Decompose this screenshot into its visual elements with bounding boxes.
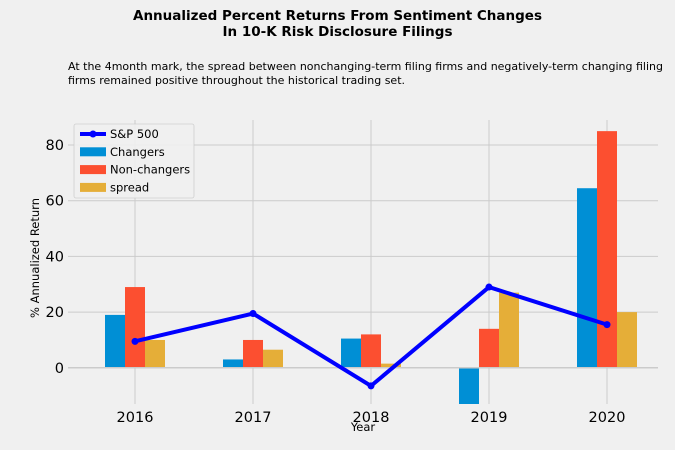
- x-axis-label: Year: [350, 420, 376, 434]
- x-tick-label: 2018: [353, 410, 390, 426]
- bar-non-changers-2016: [125, 287, 145, 368]
- point-sp500-2020: [603, 321, 611, 329]
- x-tick-label: 2019: [471, 410, 508, 426]
- bar-changers-2019: [459, 367, 479, 404]
- legend-label-non-changers: Non-changers: [110, 163, 190, 177]
- bar-spread-2017: [263, 349, 283, 368]
- point-sp500-2016: [131, 337, 139, 345]
- y-tick-label: 60: [46, 194, 64, 210]
- legend-swatch-changers: [80, 147, 106, 157]
- legend-label-spread: spread: [110, 180, 149, 194]
- y-tick-label: 80: [46, 138, 64, 154]
- legend-label-changers: Changers: [110, 145, 165, 159]
- y-tick-label: 20: [46, 305, 64, 321]
- chart-subtitle: At the 4month mark, the spread between n…: [68, 60, 663, 87]
- bar-changers-2016: [105, 314, 125, 368]
- chart-title: Annualized Percent Returns From Sentimen…: [0, 8, 675, 40]
- legend-swatch-non-changers: [80, 165, 106, 175]
- point-sp500-2019: [485, 283, 493, 291]
- legend-marker-sp500: [89, 130, 97, 138]
- bar-changers-2018: [341, 338, 361, 368]
- bar-non-changers-2018: [361, 334, 381, 368]
- bar-changers-2017: [223, 359, 243, 368]
- bar-spread-2016: [145, 339, 165, 368]
- y-axis-label: % Annualized Return: [28, 198, 42, 318]
- bar-non-changers-2017: [243, 339, 263, 368]
- bar-non-changers-2019: [479, 328, 499, 368]
- chart-title-line-2: In 10-K Risk Disclosure Filings: [222, 24, 453, 40]
- bar-spread-2019: [499, 292, 519, 368]
- x-tick-label: 2020: [589, 410, 626, 426]
- legend-swatch-spread: [80, 182, 106, 192]
- y-tick-label: 40: [46, 249, 64, 265]
- bar-changers-2020: [577, 188, 597, 368]
- bar-non-changers-2020: [597, 131, 617, 368]
- legend-label-s-p-500: S&P 500: [110, 127, 159, 141]
- point-sp500-2017: [249, 310, 257, 318]
- point-sp500-2018: [367, 382, 375, 390]
- legend-box: [73, 123, 195, 199]
- x-tick-label: 2017: [235, 410, 272, 426]
- y-tick-label: 0: [55, 361, 64, 377]
- chart-title-line-1: Annualized Percent Returns From Sentimen…: [133, 8, 542, 24]
- x-tick-label: 2016: [117, 410, 154, 426]
- bar-spread-2018: [381, 363, 401, 368]
- bar-spread-2020: [617, 312, 637, 368]
